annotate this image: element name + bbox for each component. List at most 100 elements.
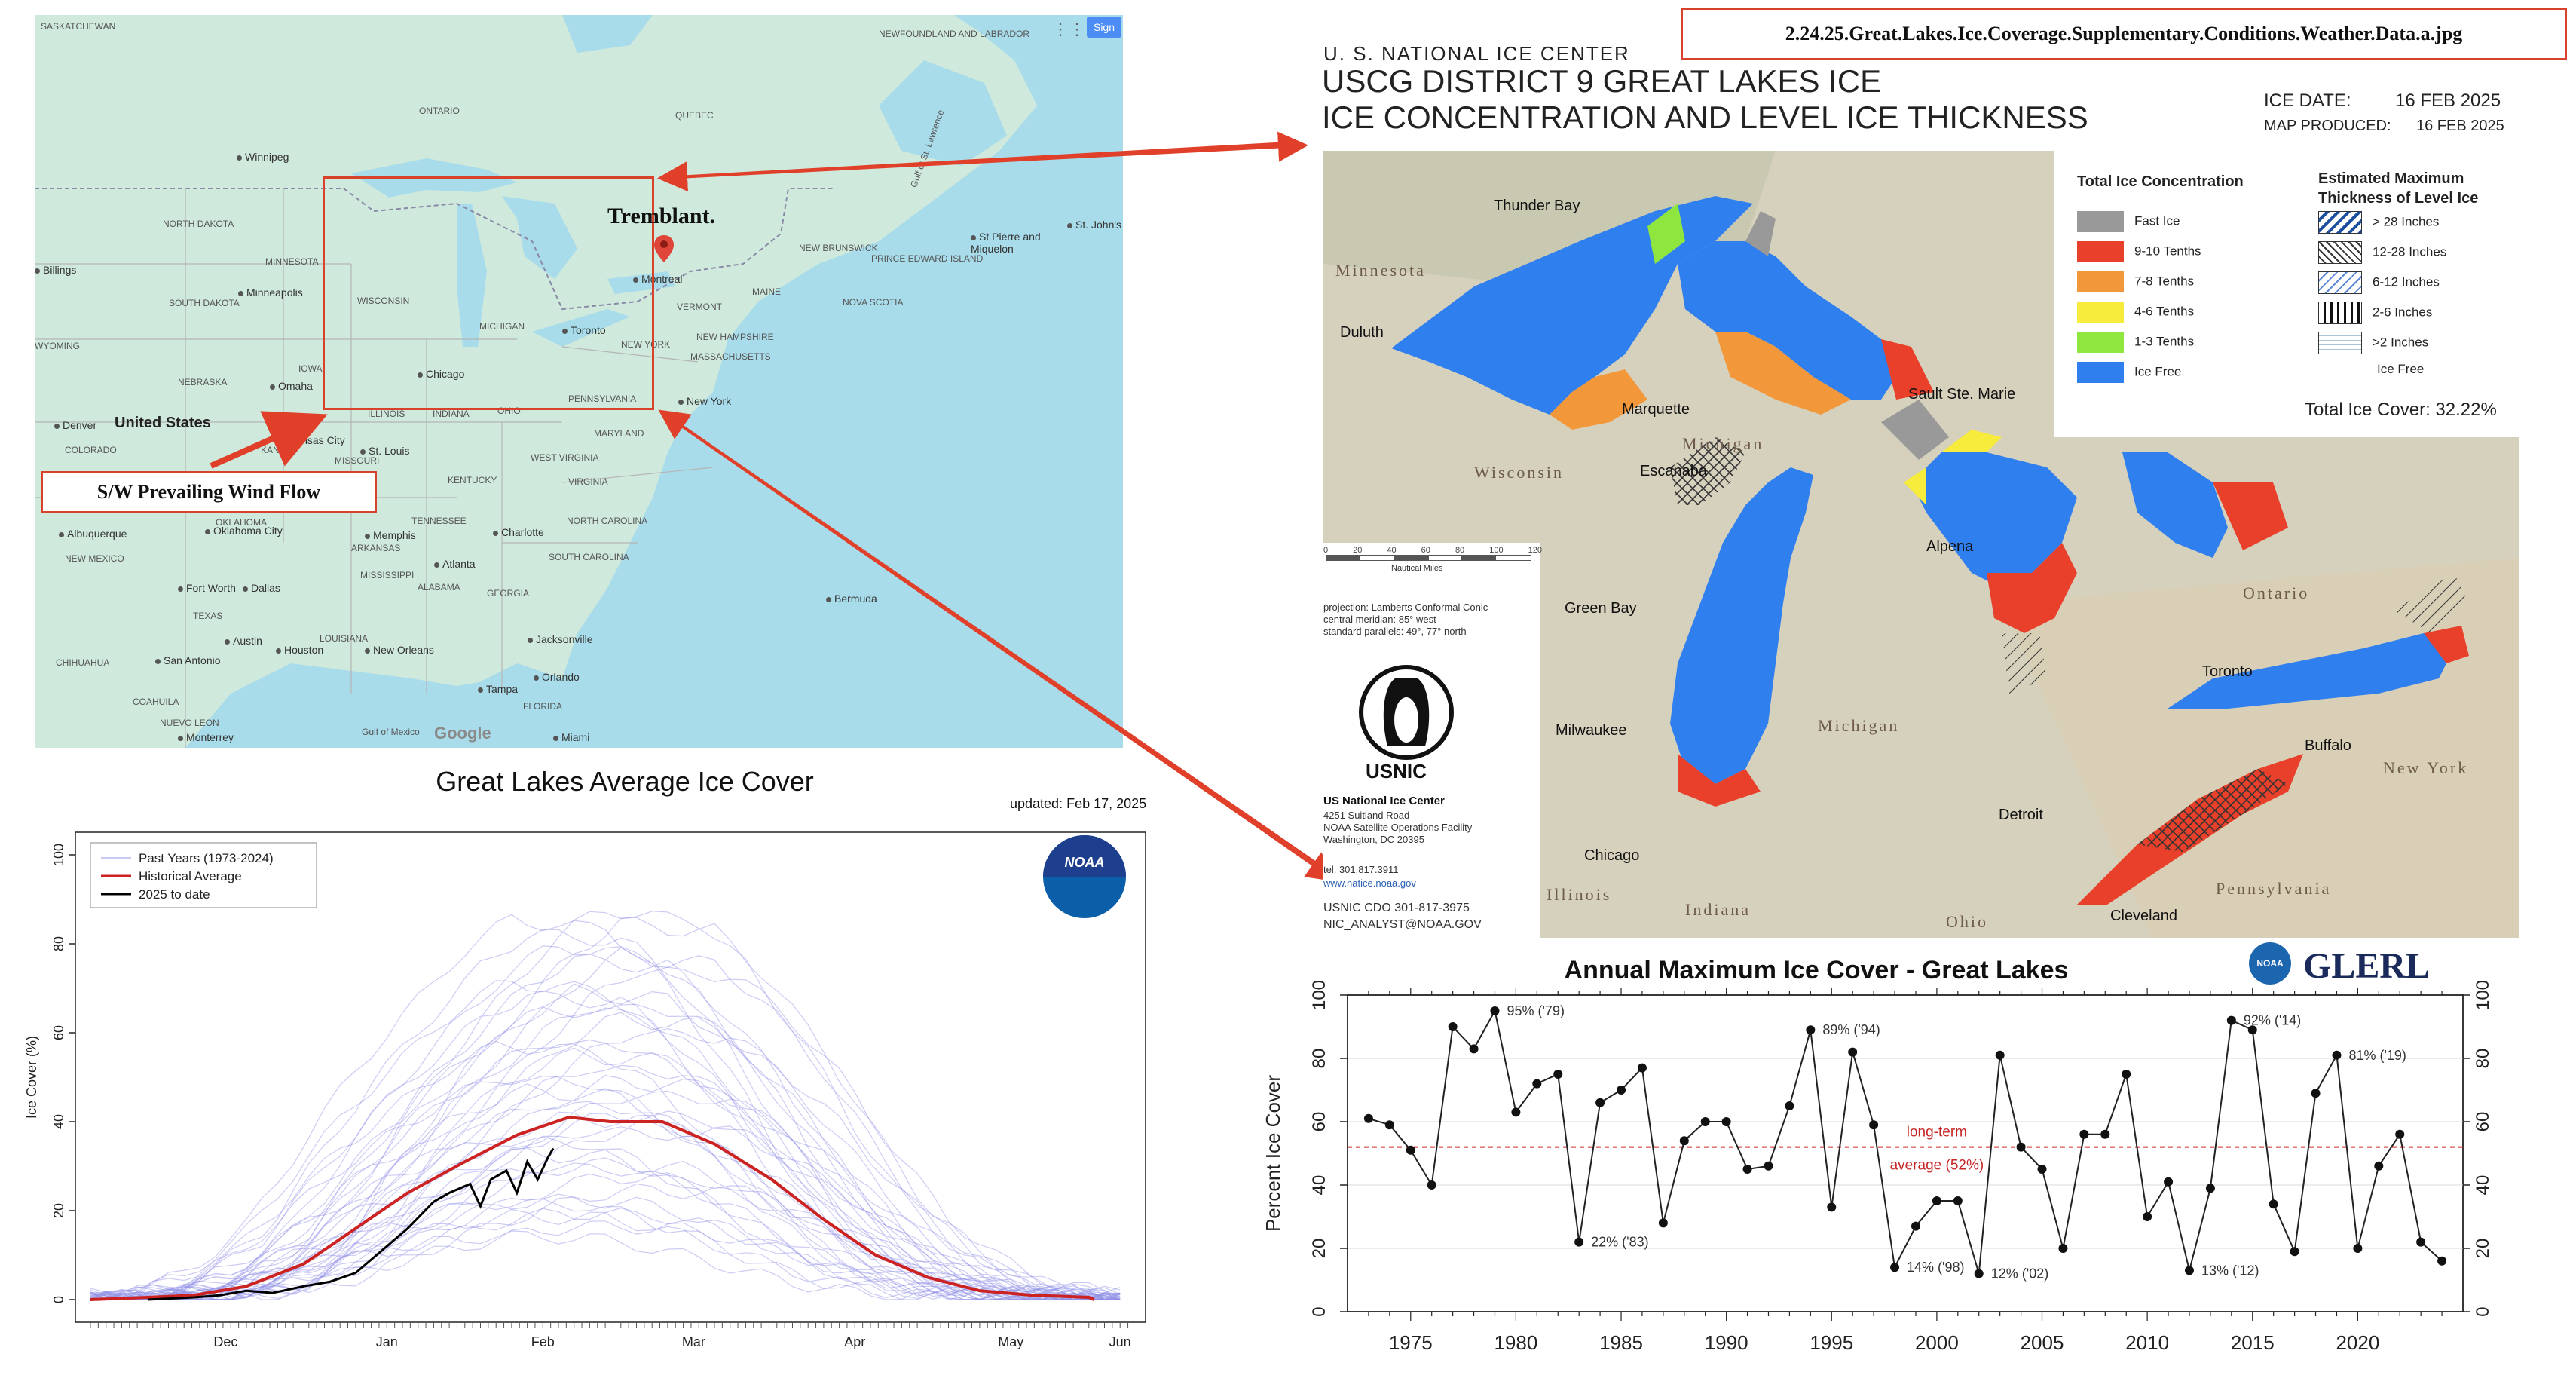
map-label: TENNESSEE xyxy=(411,516,467,526)
map-city: Denver xyxy=(54,419,96,431)
google-logo: Google xyxy=(434,724,491,743)
scale-tick: 60 xyxy=(1421,546,1430,555)
y-tick-label: 40 xyxy=(51,1114,66,1129)
projection-line: standard parallels: 49°, 77° north xyxy=(1323,626,1467,637)
past-year-line xyxy=(90,911,1121,1300)
annotation-label: 81% ('19) xyxy=(2348,1048,2406,1063)
map-label: ILLINOIS xyxy=(368,409,405,419)
regional-map[interactable]: SASKATCHEWAN ONTARIO QUEBEC NEWFOUNDLAND… xyxy=(35,15,1123,748)
x-tick-label: 1980 xyxy=(1494,1331,1537,1354)
map-city: Billings xyxy=(35,264,76,276)
map-label: NUEVO LEON xyxy=(160,718,219,728)
legend-label: > 28 Inches xyxy=(2373,214,2440,229)
thickness-legend-row: 2-6 Inches xyxy=(2318,302,2432,324)
y-axis-label: Percent Ice Cover xyxy=(1262,1075,1284,1232)
map-city: New York xyxy=(678,395,731,407)
projection-line: central meridian: 85° west xyxy=(1323,614,1436,625)
ice-map-region: Michigan xyxy=(1682,434,1764,453)
map-label: WYOMING xyxy=(35,341,80,351)
location-pin-icon xyxy=(654,235,674,262)
thickness-legend-row: 12-28 Inches xyxy=(2318,241,2446,264)
map-city: Memphis xyxy=(365,529,416,541)
ice-map-city: Alpena xyxy=(1926,538,1974,555)
past-year-line xyxy=(90,945,1121,1300)
legend-swatch xyxy=(2077,271,2124,292)
past-year-line xyxy=(90,1207,1121,1300)
map-city: Albuquerque xyxy=(59,528,127,540)
map-city: St. John's xyxy=(1067,219,1121,231)
annual-data-point xyxy=(1785,1101,1794,1110)
y-tick-label-right: 20 xyxy=(2473,1239,2493,1259)
legend-swatch xyxy=(2077,332,2124,353)
annotation-label: 14% ('98) xyxy=(1907,1260,1964,1275)
website-link[interactable]: www.natice.noaa.gov xyxy=(1323,877,1416,889)
map-city: San Antonio xyxy=(155,654,221,666)
map-city: Toronto xyxy=(562,324,606,336)
legend-label: Ice Free xyxy=(2134,364,2182,379)
past-year-line xyxy=(90,914,1121,1300)
past-year-line xyxy=(90,1198,1121,1300)
cdo-line: USNIC CDO 301-817-3975 xyxy=(1323,902,1470,914)
past-year-line xyxy=(90,966,1121,1300)
annual-data-point xyxy=(1742,1165,1752,1174)
ice-map-region: Pennsylvania xyxy=(2216,879,2332,898)
ice-map-region: Wisconsin xyxy=(1474,463,1564,482)
noaa-logo: NOAA xyxy=(1043,835,1126,918)
ice-map-city: Milwaukee xyxy=(1556,722,1627,739)
annual-data-point xyxy=(2122,1070,2131,1079)
annual-data-point xyxy=(1532,1079,1542,1089)
x-tick-label: 2020 xyxy=(2336,1331,2379,1354)
map-city: Miami xyxy=(553,731,589,743)
address-line: 4251 Suitland Road xyxy=(1323,810,1410,821)
map-label: KENTUCKY xyxy=(448,475,497,485)
map-label: NEW MEXICO xyxy=(65,553,124,564)
past-year-line xyxy=(90,1183,1121,1300)
legend-7-8: 7-8 Tenths xyxy=(2077,271,2194,292)
sign-in-button[interactable]: Sign xyxy=(1087,17,1121,38)
ice-map-city: Marquette xyxy=(1622,401,1690,418)
map-label: INDIANA xyxy=(433,409,470,419)
noaa-logo-text: NOAA xyxy=(1064,855,1105,870)
annual-data-point xyxy=(2058,1244,2068,1253)
past-year-line xyxy=(90,1172,1121,1300)
y-tick-label: 60 xyxy=(1309,1112,1329,1132)
map-label: NEW HAMPSHIRE xyxy=(696,332,774,342)
y-tick-label: 40 xyxy=(1309,1175,1329,1196)
x-tick-label: 1995 xyxy=(1810,1331,1853,1354)
address-line: NOAA Satellite Operations Facility xyxy=(1323,822,1473,833)
region-highlight-box xyxy=(323,176,654,410)
scale-tick: 0 xyxy=(1323,546,1329,555)
usnic-penguin-logo xyxy=(1359,665,1454,760)
annotation-label: 89% ('94) xyxy=(1822,1022,1880,1037)
map-label: NEW BRUNSWICK xyxy=(799,243,878,253)
legend-ice-free: Ice Free xyxy=(2077,362,2181,383)
annual-data-point xyxy=(1806,1025,1816,1035)
legend-swatch xyxy=(2318,211,2362,234)
map-city: Tampa xyxy=(478,683,518,695)
annual-data-point xyxy=(1595,1098,1605,1107)
past-year-line xyxy=(90,1083,1121,1300)
annual-data-point xyxy=(1658,1218,1668,1228)
map-city: Bermuda xyxy=(826,593,877,605)
legend-label: 12-28 Inches xyxy=(2373,244,2447,259)
annual-data-point xyxy=(2269,1199,2278,1209)
map-label: WEST VIRGINIA xyxy=(531,452,599,463)
scale-tick: 100 xyxy=(1489,546,1504,555)
map-label: MISSOURI xyxy=(335,455,380,466)
ice-map-region: New York xyxy=(2383,758,2469,777)
chart-legend: Past Years (1973-2024) Historical Average… xyxy=(90,842,317,908)
past-year-line xyxy=(90,1064,1121,1300)
x-tick-label: Dec xyxy=(213,1334,237,1349)
past-year-line xyxy=(90,917,1121,1300)
annual-data-point xyxy=(1848,1047,1858,1057)
annual-data-point xyxy=(1637,1063,1647,1073)
address-line: Washington, DC 20395 xyxy=(1323,834,1424,845)
y-tick-label: 80 xyxy=(1309,1049,1329,1069)
ice-map-region: Ontario xyxy=(2243,583,2310,602)
map-label: MASSACHUSETTS xyxy=(690,351,771,362)
legend-label: Fast Ice xyxy=(2134,213,2180,228)
map-city: Orlando xyxy=(534,671,580,683)
annual-data-point xyxy=(2016,1142,2026,1152)
map-label: WISCONSIN xyxy=(357,296,410,306)
